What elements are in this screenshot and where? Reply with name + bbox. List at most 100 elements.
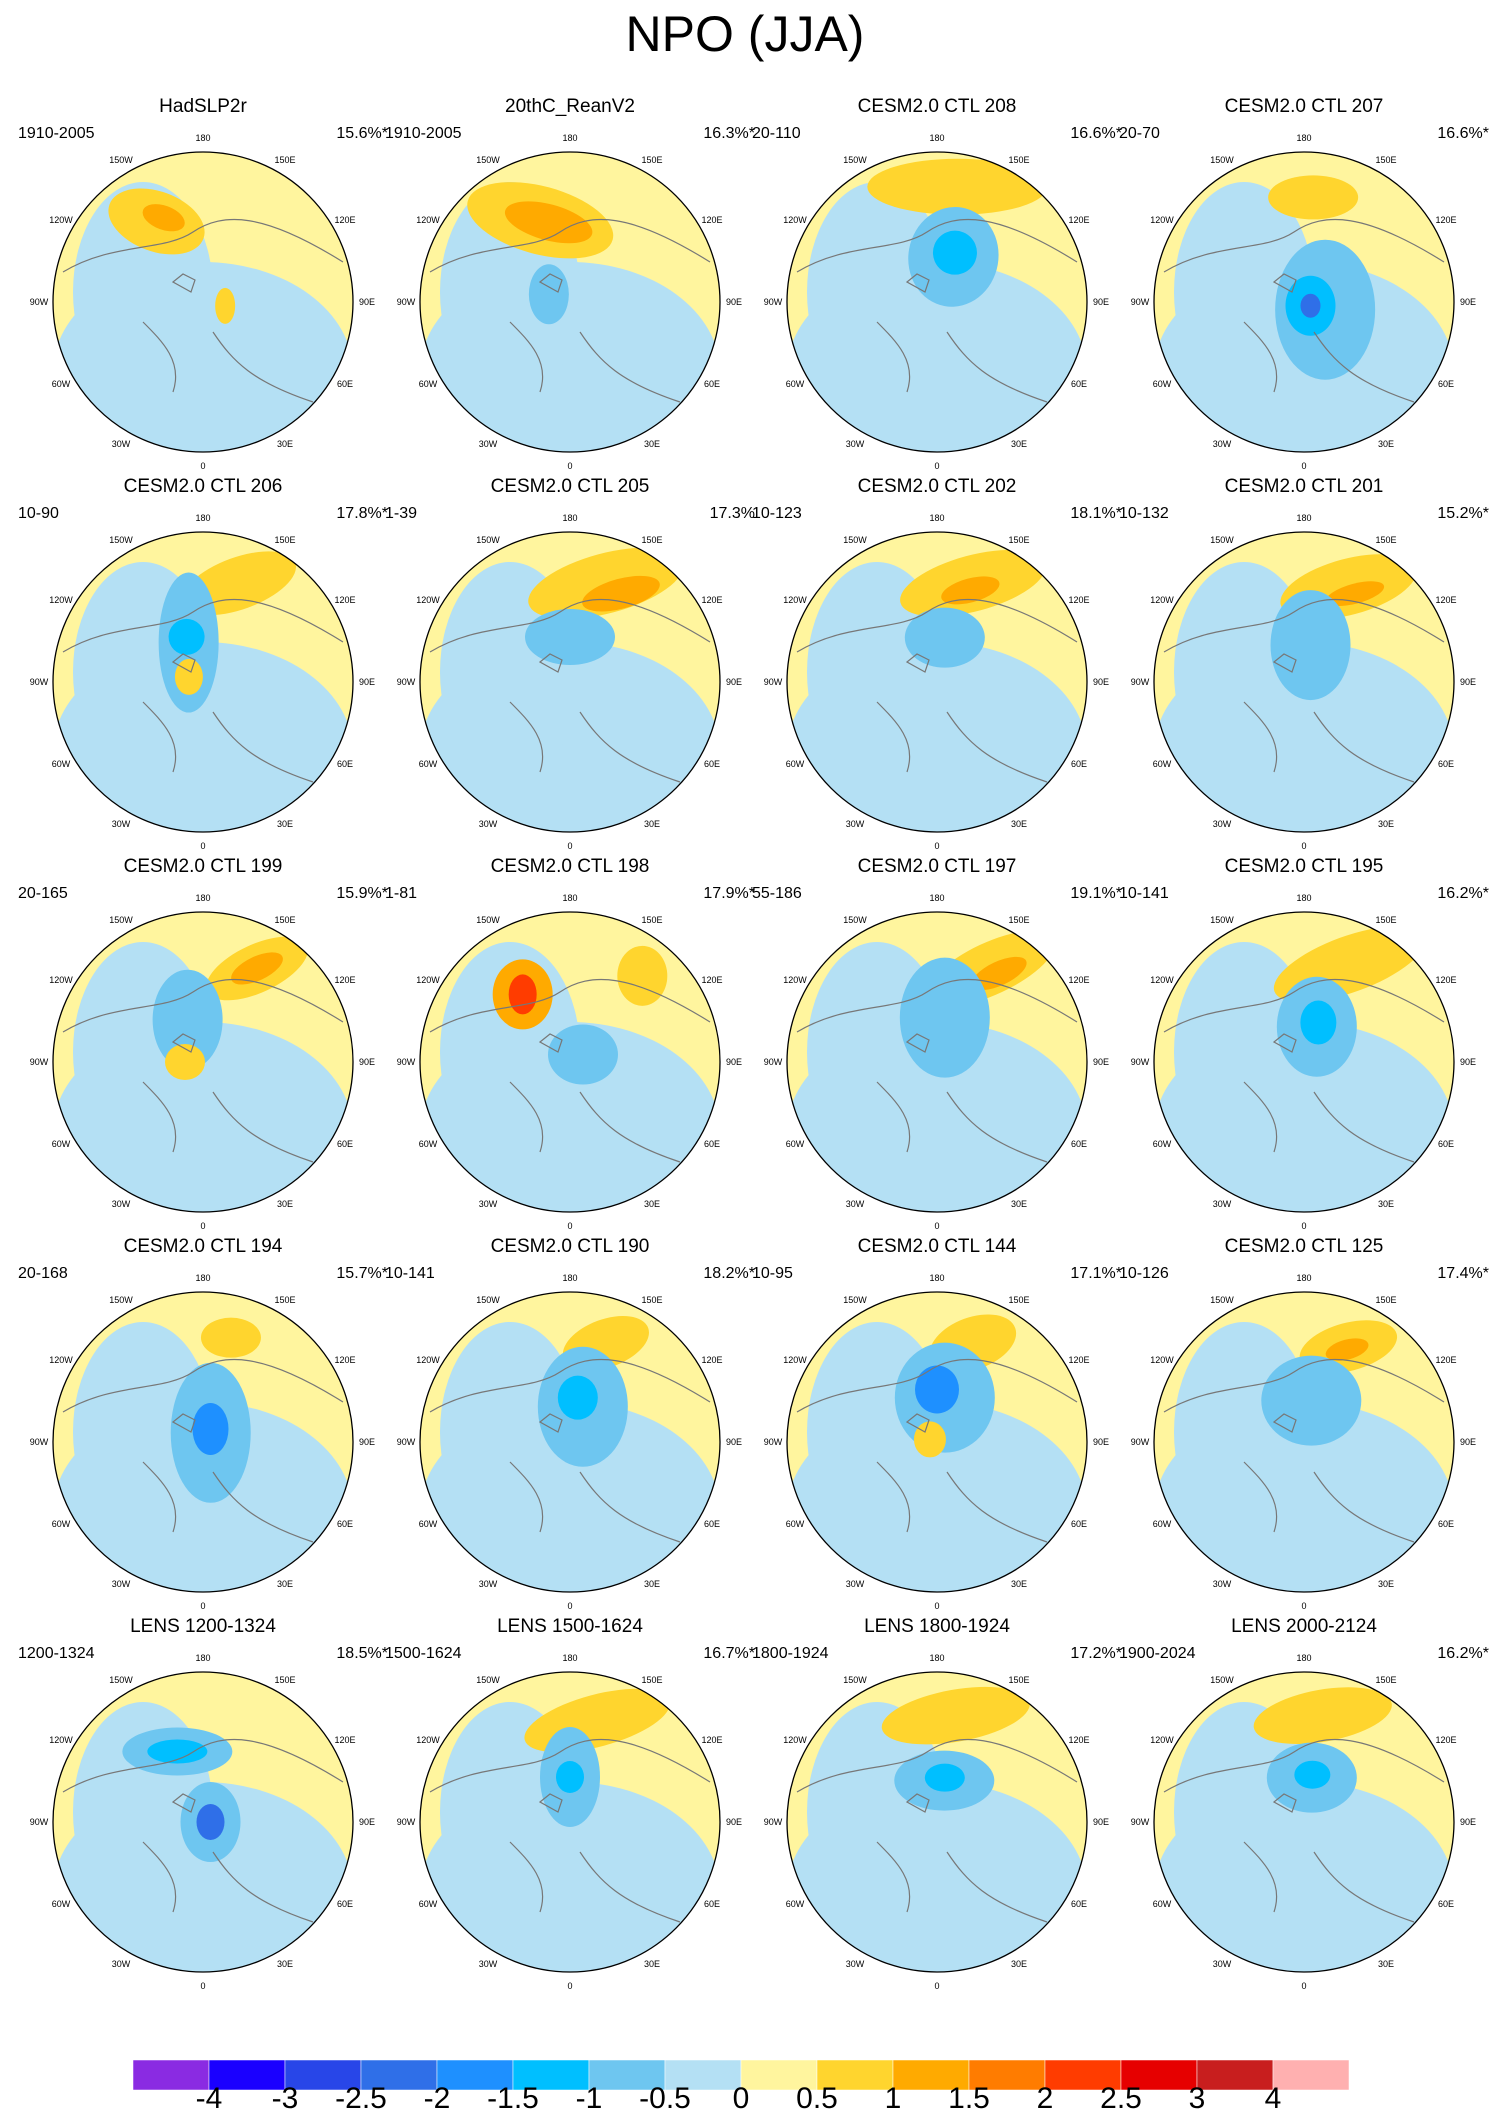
- longitude-label: 30W: [479, 1579, 498, 1589]
- polar-map: 180 150E 120E 90E 60E 30E 0 30W 60W 90W 120W 150W: [1131, 513, 1476, 851]
- positive-anomaly-contour: [215, 287, 236, 324]
- longitude-label: 150W: [109, 535, 133, 545]
- panel-period: 10-90: [18, 505, 59, 522]
- longitude-label: 150W: [476, 915, 500, 925]
- negative-anomaly-contour: [192, 1403, 229, 1456]
- colorbar-swatch: [664, 2060, 742, 2091]
- longitude-label: 120W: [1150, 1355, 1174, 1365]
- longitude-label: 30W: [112, 439, 131, 449]
- anomaly-field: [787, 912, 1087, 1212]
- longitude-label: 150E: [1375, 535, 1396, 545]
- panel-variance: 18.1%*: [1070, 505, 1122, 522]
- longitude-label: 60E: [1071, 759, 1087, 769]
- panel-variance: 15.2%*: [1437, 505, 1489, 522]
- map-panel: 180 150E 120E 90E 60E 30E 0 30W 60W 90W 120W 150W CE…: [385, 855, 755, 1240]
- colorbar-tick-label: 2.5: [1100, 2082, 1142, 2115]
- polar-map: 180 150E 120E 90E 60E 30E 0 30W 60W 90W 120W 150W: [764, 133, 1109, 471]
- panel-variance: 16.6%*: [1070, 125, 1122, 142]
- longitude-label: 0: [934, 1601, 939, 1611]
- coastline: [1163, 1738, 1445, 1923]
- longitude-label: 60E: [704, 1139, 720, 1149]
- longitude-label: 60W: [1153, 1139, 1172, 1149]
- map-boundary: [1153, 531, 1455, 833]
- longitude-label: 90W: [30, 1057, 49, 1067]
- longitude-label: 0: [567, 1601, 572, 1611]
- longitude-label: 90E: [1093, 297, 1109, 307]
- anomaly-field: [420, 1672, 720, 1972]
- longitude-label: 90E: [726, 677, 742, 687]
- longitude-label: 60E: [337, 1519, 353, 1529]
- longitude-label: 0: [934, 841, 939, 851]
- longitude-label: 150W: [109, 915, 133, 925]
- longitude-label: 90E: [1093, 1817, 1109, 1827]
- longitude-label: 30E: [1378, 1579, 1394, 1589]
- negative-anomaly-contour: [196, 1804, 225, 1840]
- longitude-label: 0: [567, 1221, 572, 1231]
- panel-title: CESM2.0 CTL 195: [1224, 856, 1384, 877]
- longitude-label: 90E: [359, 297, 375, 307]
- panel-variance: 15.9%*: [336, 885, 388, 902]
- colorbar-swatch: [968, 2060, 1046, 2091]
- longitude-label: 90W: [30, 677, 49, 687]
- longitude-label: 60W: [1153, 379, 1172, 389]
- map-panel: 180 150E 120E 90E 60E 30E 0 30W 60W 90W 120W 150W CE…: [1119, 855, 1489, 1240]
- coastline: [796, 218, 1078, 403]
- panel-period: 10-123: [752, 505, 802, 522]
- longitude-label: 90W: [764, 1817, 783, 1827]
- longitude-label: 30E: [277, 1959, 293, 1969]
- map-panel: 180 150E 120E 90E 60E 30E 0 30W 60W 90W 120W 150W CE…: [18, 475, 388, 860]
- map-panel: 180 150E 120E 90E 60E 30E 0 30W 60W 90W 120W 150W CE…: [1119, 1235, 1489, 1620]
- colorbar-tick-label: -4: [195, 2082, 223, 2115]
- anomaly-field: [1154, 1672, 1454, 1972]
- longitude-label: 90W: [30, 297, 49, 307]
- longitude-label: 150W: [1210, 155, 1234, 165]
- longitude-label: 180: [195, 1273, 210, 1283]
- longitude-label: 60W: [419, 1899, 438, 1909]
- longitude-label: 60W: [419, 379, 438, 389]
- longitude-label: 180: [562, 1273, 577, 1283]
- map-boundary: [1153, 1291, 1455, 1593]
- longitude-label: 90E: [1460, 1437, 1476, 1447]
- longitude-label: 120W: [783, 1735, 807, 1745]
- panel-variance: 17.1%*: [1070, 1265, 1122, 1282]
- colorbar-swatch: [436, 2060, 514, 2091]
- negative-anomaly-contour: [525, 609, 615, 665]
- longitude-label: 60W: [52, 1899, 71, 1909]
- map-boundary: [52, 1671, 354, 1973]
- longitude-label: 120W: [49, 1355, 73, 1365]
- panel-title: CESM2.0 CTL 194: [123, 1236, 283, 1257]
- longitude-label: 0: [200, 841, 205, 851]
- longitude-label: 30E: [1011, 1579, 1027, 1589]
- longitude-label: 30W: [112, 1579, 131, 1589]
- map-boundary: [52, 151, 354, 453]
- coastline: [429, 598, 711, 783]
- map-boundary: [1153, 1671, 1455, 1973]
- panel-period: 55-186: [752, 885, 802, 902]
- positive-anomaly-contour: [582, 575, 660, 612]
- negative-anomaly-contour: [915, 1365, 959, 1414]
- positive-anomaly-contour: [165, 1044, 205, 1080]
- longitude-label: 60E: [1071, 1899, 1087, 1909]
- longitude-label: 150W: [1210, 1675, 1234, 1685]
- longitude-label: 0: [1301, 841, 1306, 851]
- longitude-label: 60W: [52, 759, 71, 769]
- longitude-label: 30E: [1011, 1959, 1027, 1969]
- longitude-label: 30W: [846, 1959, 865, 1969]
- map-panel: 180 150E 120E 90E 60E 30E 0 30W 60W 90W 120W 150W CE…: [18, 1235, 388, 1620]
- positive-anomaly-contour: [617, 945, 668, 1006]
- positive-anomaly-contour: [941, 576, 1000, 605]
- longitude-label: 30E: [644, 1199, 660, 1209]
- longitude-label: 150E: [274, 535, 295, 545]
- longitude-label: 150E: [274, 155, 295, 165]
- longitude-label: 0: [567, 841, 572, 851]
- panel-period: 1910-2005: [18, 125, 95, 142]
- anomaly-field: [1154, 532, 1454, 832]
- longitude-label: 120W: [1150, 595, 1174, 605]
- longitude-label: 30E: [1011, 819, 1027, 829]
- longitude-label: 90W: [30, 1817, 49, 1827]
- colorbar-swatch: [892, 2060, 970, 2091]
- longitude-label: 150W: [109, 1675, 133, 1685]
- longitude-label: 150W: [109, 155, 133, 165]
- longitude-label: 120W: [783, 975, 807, 985]
- map-panel: 180 150E 120E 90E 60E 30E 0 30W 60W 90W 120W 150W LE…: [1119, 1615, 1489, 2000]
